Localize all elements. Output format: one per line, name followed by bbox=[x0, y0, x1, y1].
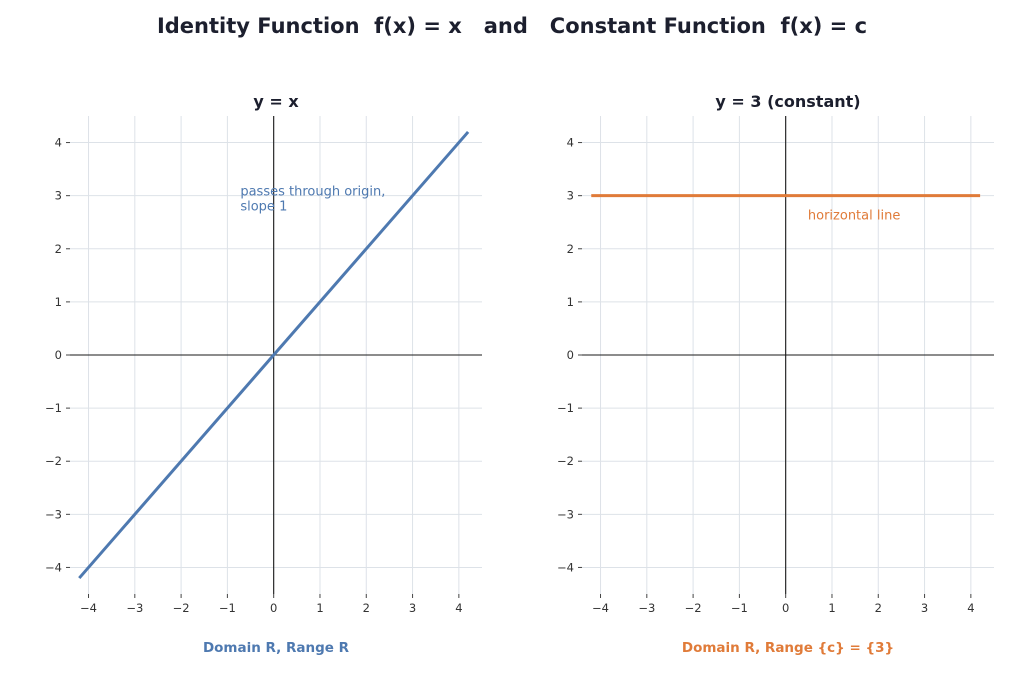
panel1-x-tick-label: 1 bbox=[316, 601, 323, 615]
panel1-x-tick-label: 0 bbox=[270, 601, 277, 615]
panel2-y-tick-label: 1 bbox=[567, 295, 574, 309]
panel2-x-tick-label: −1 bbox=[731, 601, 748, 615]
panel2-footer-caption: Domain R, Range {c} = {3} bbox=[682, 640, 894, 656]
panel1-x-tick-label: 3 bbox=[409, 601, 416, 615]
panel1-x-tick-label: −4 bbox=[80, 601, 97, 615]
panel1-y-tick-label: 4 bbox=[55, 136, 62, 150]
panel1-y-tick-label: 1 bbox=[55, 295, 62, 309]
panel2-x-tick-label: 4 bbox=[967, 601, 974, 615]
panel2-y-tick-label: 4 bbox=[567, 136, 574, 150]
panel2-y-tick-label: 2 bbox=[567, 242, 574, 256]
panel2-annotation: horizontal line bbox=[808, 209, 900, 224]
panel2-x-tick-label: 3 bbox=[921, 601, 928, 615]
panel1-x-tick-label: −2 bbox=[173, 601, 190, 615]
panel2-y-tick-label: 3 bbox=[567, 189, 574, 203]
panel1-series-line bbox=[78, 130, 470, 580]
panel2-x-tick-label: 1 bbox=[828, 601, 835, 615]
panel1-title: y = x bbox=[253, 92, 299, 111]
panel2-y-tick-label: −3 bbox=[557, 507, 574, 521]
panel1-footer-caption: Domain R, Range R bbox=[203, 640, 350, 656]
panel1-x-tick-label: −1 bbox=[219, 601, 236, 615]
panel1-x-tick-label: −3 bbox=[126, 601, 143, 615]
panel2-y-tick-label: −4 bbox=[557, 560, 574, 574]
panel2-x-tick-label: −2 bbox=[685, 601, 702, 615]
figure-title: Identity Function f(x) = x and Constant … bbox=[156, 14, 868, 38]
panel2-x-tick-label: 2 bbox=[875, 601, 882, 615]
panel1-y-tick-label: 3 bbox=[55, 189, 62, 203]
panel1-annotation: passes through origin, slope 1 bbox=[240, 185, 385, 215]
panel1-y-tick-label: −2 bbox=[45, 454, 62, 468]
panel2-y-tick-label: −1 bbox=[557, 401, 574, 415]
panel2-title: y = 3 (constant) bbox=[715, 92, 860, 111]
panel2-x-tick-label: −3 bbox=[638, 601, 655, 615]
panel1-y-tick-label: 0 bbox=[55, 348, 62, 362]
panel1-y-tick-label: −3 bbox=[45, 507, 62, 521]
panel1-y-tick-label: −1 bbox=[45, 401, 62, 415]
panel2-x-tick-label: 0 bbox=[782, 601, 789, 615]
panel1-x-tick-label: 4 bbox=[455, 601, 462, 615]
panel1-y-tick-label: 2 bbox=[55, 242, 62, 256]
panel2-y-tick-label: −2 bbox=[557, 454, 574, 468]
panel1-y-tick-label: −4 bbox=[45, 560, 62, 574]
panel2-y-tick-label: 0 bbox=[567, 348, 574, 362]
panel1-x-tick-label: 2 bbox=[363, 601, 370, 615]
panel2-x-tick-label: −4 bbox=[592, 601, 609, 615]
